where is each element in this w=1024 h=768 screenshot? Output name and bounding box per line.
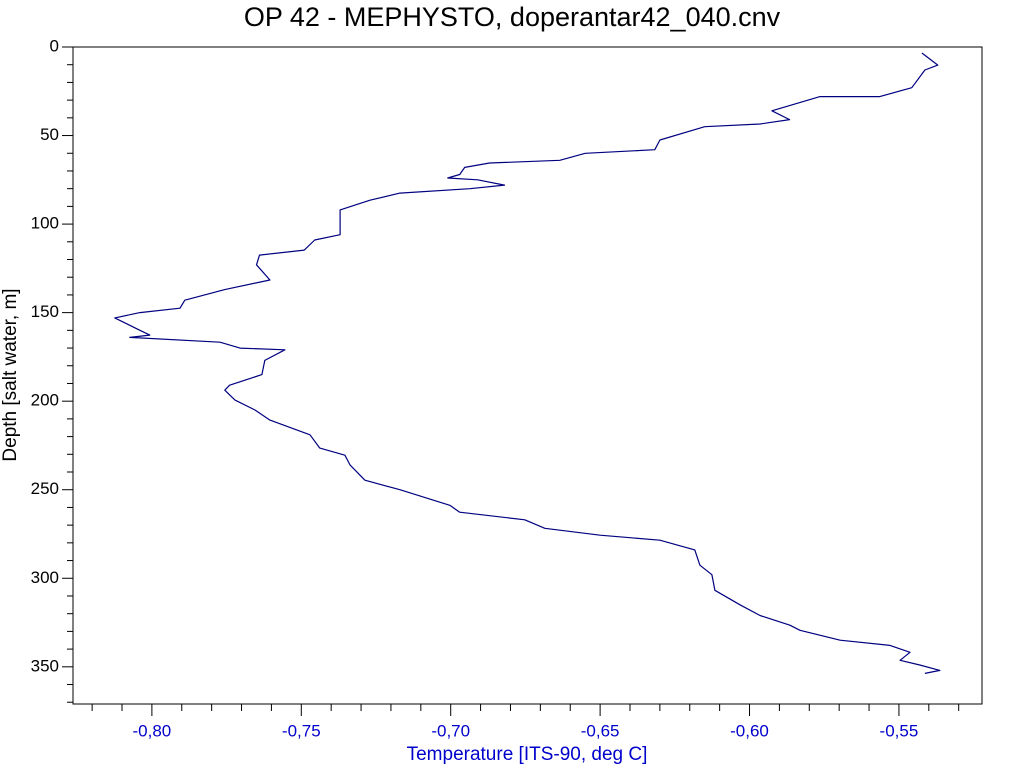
y-tick-label: 0 xyxy=(50,36,59,55)
x-tick-label: -0,70 xyxy=(431,721,470,740)
x-tick-label: -0,75 xyxy=(282,721,321,740)
y-tick-label: 50 xyxy=(40,125,59,144)
y-tick-label: 350 xyxy=(31,656,59,675)
x-tick-label: -0,80 xyxy=(133,721,172,740)
y-axis-label: Depth [salt water, m] xyxy=(0,288,21,461)
x-axis-label: Temperature [ITS-90, deg C] xyxy=(407,744,648,765)
x-tick-label: -0,60 xyxy=(730,721,769,740)
y-tick-label: 150 xyxy=(31,302,59,321)
x-tick-label: -0,55 xyxy=(880,721,919,740)
y-tick-label: 250 xyxy=(31,479,59,498)
data-line xyxy=(114,52,941,674)
x-tick-label: -0,65 xyxy=(581,721,620,740)
chart-title: OP 42 - MEPHYSTO, doperantar42_040.cnv xyxy=(244,2,781,32)
plot-frame xyxy=(72,46,983,705)
y-tick-label: 300 xyxy=(31,568,59,587)
y-tick-label: 200 xyxy=(31,391,59,410)
y-tick-label: 100 xyxy=(31,214,59,233)
